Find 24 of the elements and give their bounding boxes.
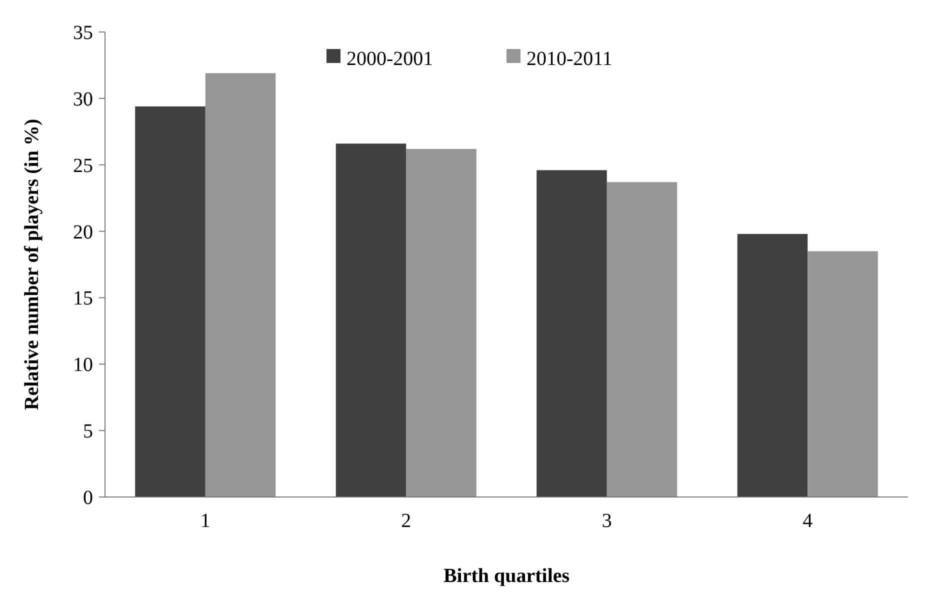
y-tick-label: 25 bbox=[73, 154, 93, 177]
y-axis-title: Relative number of players (in %) bbox=[21, 118, 43, 410]
bar bbox=[737, 234, 808, 497]
y-tick-label: 10 bbox=[73, 354, 93, 376]
bar bbox=[135, 106, 206, 497]
y-tick-label: 0 bbox=[83, 487, 93, 509]
y-tick-label: 30 bbox=[73, 88, 93, 110]
bar bbox=[336, 144, 406, 497]
y-tick-label: 5 bbox=[83, 420, 93, 443]
bar bbox=[606, 182, 678, 497]
legend-label: 2000-2001 bbox=[346, 48, 434, 70]
x-tick-label: 3 bbox=[602, 510, 612, 532]
bar bbox=[406, 148, 476, 497]
y-tick-label: 20 bbox=[73, 221, 93, 244]
bar bbox=[205, 73, 276, 497]
y-tick-label: 35 bbox=[73, 22, 93, 44]
x-axis-title: Birth quartiles bbox=[443, 565, 570, 587]
x-tick-label: 2 bbox=[401, 510, 412, 532]
bar bbox=[536, 170, 607, 497]
x-tick-label: 1 bbox=[200, 510, 210, 532]
x-tick-label: 4 bbox=[802, 510, 813, 532]
bar bbox=[808, 251, 878, 497]
legend-label: 2010-2011 bbox=[526, 48, 612, 70]
y-tick-label: 15 bbox=[73, 288, 93, 310]
